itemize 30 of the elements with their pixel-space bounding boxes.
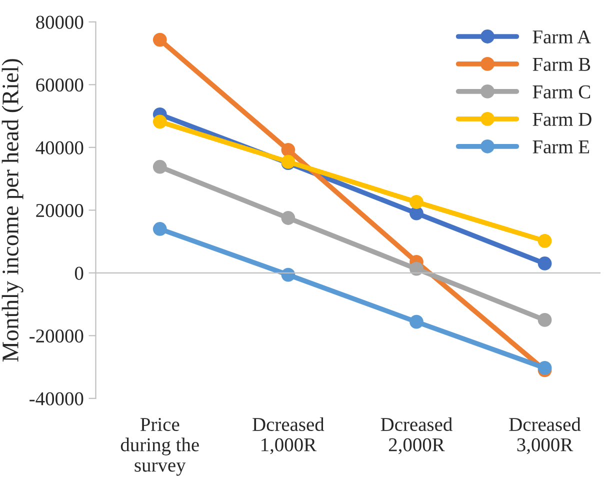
point bbox=[410, 314, 424, 329]
y-tick-label: -20000 bbox=[30, 329, 84, 343]
y-tick-label: 0 bbox=[74, 266, 84, 280]
legend-label: Farm A bbox=[532, 30, 591, 44]
point bbox=[538, 234, 552, 248]
y-tick-label: 60000 bbox=[36, 78, 84, 92]
point bbox=[152, 160, 167, 174]
y-tick-label: 80000 bbox=[36, 16, 84, 29]
x-tick-label: Dcreased 2,000R bbox=[380, 417, 452, 454]
legend-label: Farm C bbox=[532, 85, 590, 98]
point bbox=[281, 211, 296, 225]
point bbox=[538, 361, 552, 375]
legend-label: Farm D bbox=[532, 112, 592, 126]
legend-label: Farm E bbox=[532, 140, 590, 154]
point bbox=[410, 262, 424, 276]
point bbox=[281, 142, 296, 157]
point bbox=[538, 313, 552, 327]
x-tick-label: Dcreased 1,000R bbox=[252, 417, 324, 454]
y-tick-label: 40000 bbox=[36, 141, 84, 154]
x-tick-label: Price during the survey bbox=[120, 418, 199, 476]
point bbox=[152, 114, 167, 129]
point bbox=[538, 256, 552, 270]
y-tick-label: 20000 bbox=[36, 204, 84, 218]
point bbox=[152, 222, 167, 236]
y-tick-label: -40000 bbox=[30, 392, 84, 406]
y-axis-title: Monthly income per head (Riel) bbox=[2, 59, 24, 362]
legend-label: Farm B bbox=[532, 58, 590, 71]
x-tick-label: Dcreased 3,000R bbox=[509, 417, 581, 454]
point bbox=[152, 32, 167, 47]
point bbox=[410, 195, 424, 209]
